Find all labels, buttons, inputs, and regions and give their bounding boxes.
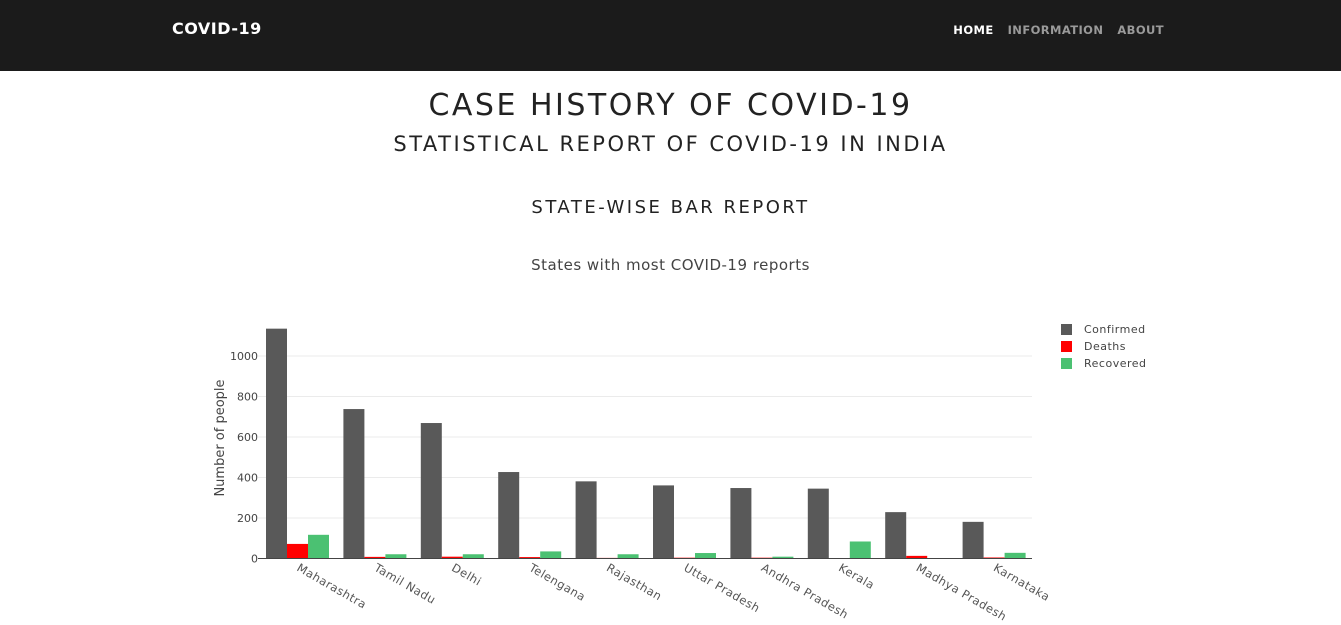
legend-swatch-recovered[interactable]: [1061, 358, 1072, 369]
x-axis-ticks: Maharashtra Tamil Nadu Delhi Telengana Rajas…: [295, 560, 1053, 624]
y-axis-ticks: 0 200 400 600 800 1000: [230, 350, 258, 566]
nav-home-link[interactable]: HOME: [953, 23, 994, 37]
nav-information-link[interactable]: INFORMATION: [1007, 23, 1104, 37]
brand-logo[interactable]: COVID-19: [172, 19, 262, 38]
bar-confirmed-telengana[interactable]: [498, 472, 520, 559]
x-tick-label: Uttar Pradesh: [682, 560, 763, 615]
nav-links: HOME INFORMATION ABOUT: [953, 23, 1164, 37]
x-tick-label: Karnataka: [991, 560, 1052, 604]
bar-deaths-maharashtra[interactable]: [287, 543, 308, 559]
chart-title: States with most COVID-19 reports: [531, 256, 810, 274]
legend-label-confirmed[interactable]: Confirmed: [1084, 323, 1146, 336]
page-title: CASE HISTORY OF COVID-19: [428, 88, 913, 123]
bar-recovered-andhra-pradesh[interactable]: [772, 556, 794, 559]
bar-confirmed-tamil-nadu[interactable]: [343, 409, 365, 559]
bar-recovered-uttar-pradesh[interactable]: [695, 553, 716, 559]
bar-confirmed-andhra-pradesh[interactable]: [730, 488, 752, 559]
bar-deaths-telengana[interactable]: [519, 557, 541, 559]
chart-gridlines: [258, 355, 1032, 519]
x-tick-label: Telengana: [526, 560, 588, 604]
bar-confirmed-maharashtra[interactable]: [266, 328, 287, 559]
y-tick-label: 200: [237, 512, 258, 525]
legend-swatch-confirmed[interactable]: [1061, 324, 1072, 335]
section-heading: STATE-WISE BAR REPORT: [531, 197, 810, 218]
bar-recovered-maharashtra[interactable]: [308, 534, 329, 559]
x-tick-label: Kerala: [836, 560, 877, 592]
legend-label-recovered[interactable]: Recovered: [1084, 357, 1147, 370]
y-tick-label: 400: [237, 472, 258, 485]
bar-deaths-tamil-nadu[interactable]: [364, 556, 386, 559]
bar-confirmed-madhya-pradesh[interactable]: [885, 512, 907, 559]
bar-recovered-karnataka[interactable]: [1004, 552, 1026, 559]
nav-about-link[interactable]: ABOUT: [1117, 23, 1164, 37]
bar-recovered-tamil-nadu[interactable]: [385, 554, 407, 559]
bar-confirmed-uttar-pradesh[interactable]: [653, 485, 674, 559]
y-tick-label: 800: [237, 391, 258, 404]
y-tick-label: 0: [251, 553, 258, 566]
x-tick-label: Tamil Nadu: [371, 560, 438, 607]
bar-confirmed-kerala[interactable]: [807, 488, 829, 559]
legend-label-deaths[interactable]: Deaths: [1084, 340, 1126, 353]
chart-bars: [266, 328, 1026, 559]
y-tick-label: 600: [237, 431, 258, 444]
bar-deaths-delhi[interactable]: [441, 556, 463, 559]
bar-recovered-rajasthan[interactable]: [617, 554, 639, 559]
bar-confirmed-rajasthan[interactable]: [575, 481, 597, 559]
navbar: COVID-19 HOME INFORMATION ABOUT: [0, 0, 1341, 71]
bar-deaths-madhya-pradesh[interactable]: [906, 555, 928, 559]
bar-confirmed-karnataka[interactable]: [962, 521, 984, 559]
bar-recovered-kerala[interactable]: [849, 541, 871, 559]
x-tick-label: Delhi: [449, 560, 484, 588]
x-tick-label: Maharashtra: [295, 560, 370, 611]
y-tick-label: 1000: [230, 350, 258, 363]
bar-deaths-karnataka[interactable]: [983, 557, 1005, 559]
x-tick-label: Rajasthan: [604, 560, 664, 603]
bar-recovered-delhi[interactable]: [462, 554, 484, 559]
legend-swatch-deaths[interactable]: [1061, 341, 1072, 352]
y-axis-label: Number of people: [213, 379, 228, 496]
page-subtitle: STATISTICAL REPORT OF COVID-19 IN INDIA: [393, 132, 948, 156]
bar-recovered-telengana[interactable]: [540, 551, 562, 559]
chart-legend: Confirmed Deaths Recovered: [1061, 323, 1147, 370]
bar-confirmed-delhi[interactable]: [420, 423, 442, 559]
